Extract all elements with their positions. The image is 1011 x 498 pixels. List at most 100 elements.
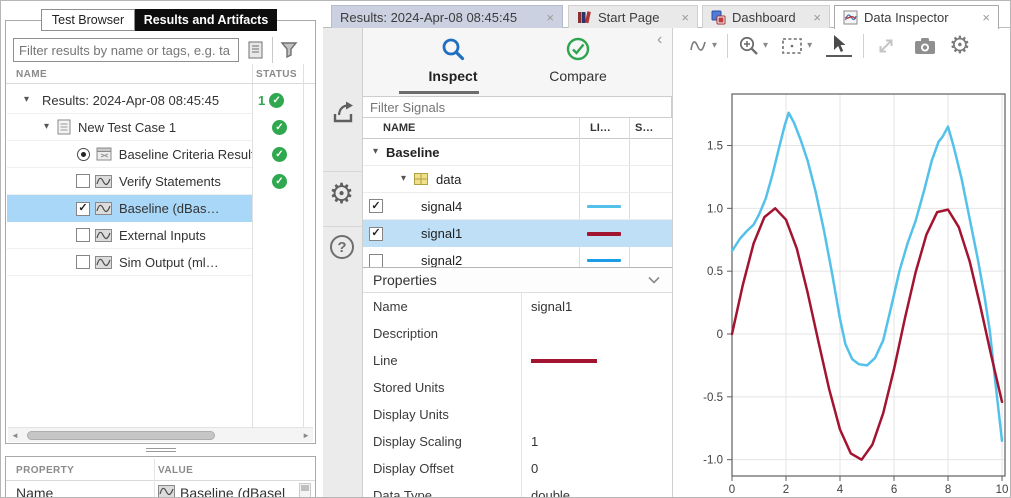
table-row[interactable]: Verify Statements — [7, 168, 252, 195]
signal-name-label: signal4 — [421, 198, 463, 214]
property-row[interactable]: Display Scaling 1 — [363, 428, 672, 455]
checkbox-checked[interactable]: ✓ — [369, 199, 383, 213]
pointer-tool-icon[interactable] — [826, 34, 853, 58]
results-filter-input[interactable] — [13, 38, 239, 62]
checkbox-unchecked[interactable] — [76, 174, 90, 188]
zoom-in-icon[interactable] — [738, 35, 760, 57]
tab-inspect[interactable]: Inspect — [393, 28, 513, 96]
property-value[interactable]: 1 — [531, 434, 539, 449]
property-row[interactable]: Data Type double — [363, 482, 672, 498]
checkbox-checked[interactable]: ✓ — [76, 201, 90, 216]
svg-text:6: 6 — [891, 484, 897, 496]
radio-selected-icon[interactable] — [77, 147, 90, 161]
svg-text:-0.5: -0.5 — [703, 392, 723, 404]
table-row-selected[interactable]: ✓ Baseline (dBas… — [7, 195, 252, 222]
tree-item-sim-output-label: Sim Output (ml… — [119, 254, 219, 270]
signal-style-icon[interactable] — [688, 36, 708, 56]
filter-signals-input[interactable] — [363, 96, 672, 118]
property-value[interactable]: signal1 — [531, 299, 573, 314]
signal-row[interactable]: ✓ signal4 — [363, 193, 672, 220]
table-row[interactable]: External Inputs — [7, 222, 252, 249]
tab-test-browser[interactable]: Test Browser — [41, 9, 135, 31]
expander-caret-icon[interactable]: ▾ — [24, 94, 30, 105]
doc-tab-data-inspector-label: Data Inspector — [864, 10, 949, 25]
checkbox-unchecked[interactable] — [369, 253, 383, 267]
status-pass-icon: ✓ — [272, 120, 287, 135]
checkbox-unchecked[interactable] — [76, 255, 90, 269]
checkbox-checked[interactable]: ✓ — [369, 226, 383, 241]
close-icon[interactable]: × — [546, 9, 554, 25]
expander-caret-icon[interactable]: ▾ — [401, 173, 407, 184]
scrollbar-thumb[interactable] — [301, 485, 309, 491]
doc-tab-dashboard[interactable]: Dashboard × — [702, 5, 830, 28]
dropdown-caret-icon[interactable]: ▾ — [712, 39, 718, 51]
tab-results-and-artifacts-label: Results and Artifacts — [143, 13, 269, 27]
table-row[interactable]: ▾ Results: 2024-Apr-08 08:45:45 — [7, 87, 252, 114]
table-row[interactable]: Sim Output (ml… — [7, 249, 252, 276]
status-pass-icon: ✓ — [272, 147, 287, 162]
property-row[interactable]: Stored Units — [363, 374, 672, 401]
signals-plot[interactable]: -1.0 -0.5 0 0.5 1.0 1.5 0 2 4 6 8 10 — [677, 63, 1011, 498]
horizontal-scrollbar[interactable]: ◄ ► — [8, 427, 313, 442]
snapshot-camera-icon[interactable] — [913, 35, 937, 57]
share-export-icon[interactable] — [330, 100, 356, 131]
help-icon[interactable]: ? — [330, 235, 354, 259]
data-inspector-icon — [843, 10, 858, 25]
settings-gear-icon[interactable]: ⚙ — [329, 178, 355, 209]
close-icon[interactable]: × — [681, 9, 689, 25]
scroll-left-icon[interactable]: ◄ — [11, 430, 19, 440]
vertical-scrollbar[interactable] — [299, 483, 311, 497]
svg-text:2: 2 — [783, 484, 789, 496]
property-row[interactable]: Description — [363, 320, 672, 347]
tab-compare[interactable]: Compare — [518, 28, 638, 96]
collapse-chevron-left-icon[interactable]: ‹ — [657, 31, 663, 48]
properties-header[interactable]: Properties — [363, 267, 672, 293]
close-icon[interactable]: × — [813, 9, 821, 25]
property-value[interactable]: double — [531, 488, 571, 498]
signal-group-row[interactable]: ▾ Baseline — [363, 139, 672, 166]
signal-plot-icon — [95, 255, 112, 269]
fit-to-view-icon[interactable] — [780, 35, 804, 57]
panel-splitter-handle[interactable] — [146, 448, 176, 452]
column-header-name: NAME — [383, 122, 416, 134]
property-value[interactable]: 0 — [531, 461, 539, 476]
scrollbar-thumb[interactable] — [26, 430, 215, 440]
signal-row[interactable]: signal2 — [363, 247, 672, 267]
expand-plot-icon[interactable] — [875, 35, 897, 57]
signal-line-swatch — [587, 204, 621, 208]
signal-subgroup-row[interactable]: ▾ data — [363, 166, 672, 193]
scroll-right-icon[interactable]: ► — [302, 430, 310, 440]
status-pass-icon: ✓ — [272, 174, 287, 189]
dropdown-caret-icon[interactable]: ▾ — [807, 39, 813, 51]
signal-name-label: signal2 — [421, 253, 463, 267]
divider — [272, 37, 273, 63]
tab-inspect-label: Inspect — [428, 68, 478, 84]
property-label: Display Units — [373, 407, 449, 422]
property-row[interactable]: Name signal1 — [363, 293, 672, 320]
signal-row-selected[interactable]: ✓ signal1 — [363, 220, 672, 247]
doc-tab-results[interactable]: Results: 2024-Apr-08 08:45:45 × — [331, 5, 563, 28]
chevron-down-icon[interactable] — [648, 276, 660, 284]
property-label: Data Type — [373, 488, 433, 498]
checkbox-unchecked[interactable] — [76, 228, 90, 242]
close-icon[interactable]: × — [982, 10, 990, 25]
column-header-sync: S… — [635, 122, 654, 134]
filter-funnel-icon[interactable] — [279, 40, 299, 65]
test-case-icon — [57, 119, 71, 135]
dropdown-caret-icon[interactable]: ▾ — [763, 39, 769, 51]
expander-caret-icon[interactable]: ▾ — [44, 121, 50, 132]
property-label: Display Offset — [373, 461, 454, 476]
doc-tab-start-page[interactable]: Start Page × — [568, 5, 698, 28]
plot-settings-gear-icon[interactable]: ⚙ — [949, 31, 971, 59]
status-badge: 1 ✓ — [258, 93, 285, 108]
expander-caret-icon[interactable]: ▾ — [373, 146, 379, 157]
tab-results-and-artifacts[interactable]: Results and Artifacts — [135, 9, 277, 31]
property-label: Name — [373, 299, 408, 314]
property-row[interactable]: Line — [363, 347, 672, 374]
table-row[interactable]: ▾ New Test Case 1 — [7, 114, 252, 141]
property-row[interactable]: Display Units — [363, 401, 672, 428]
saved-filters-icon[interactable] — [246, 40, 266, 65]
doc-tab-data-inspector[interactable]: Data Inspector × — [834, 5, 999, 29]
property-row[interactable]: Display Offset 0 — [363, 455, 672, 482]
table-row[interactable]: Baseline Criteria Result — [7, 141, 252, 168]
